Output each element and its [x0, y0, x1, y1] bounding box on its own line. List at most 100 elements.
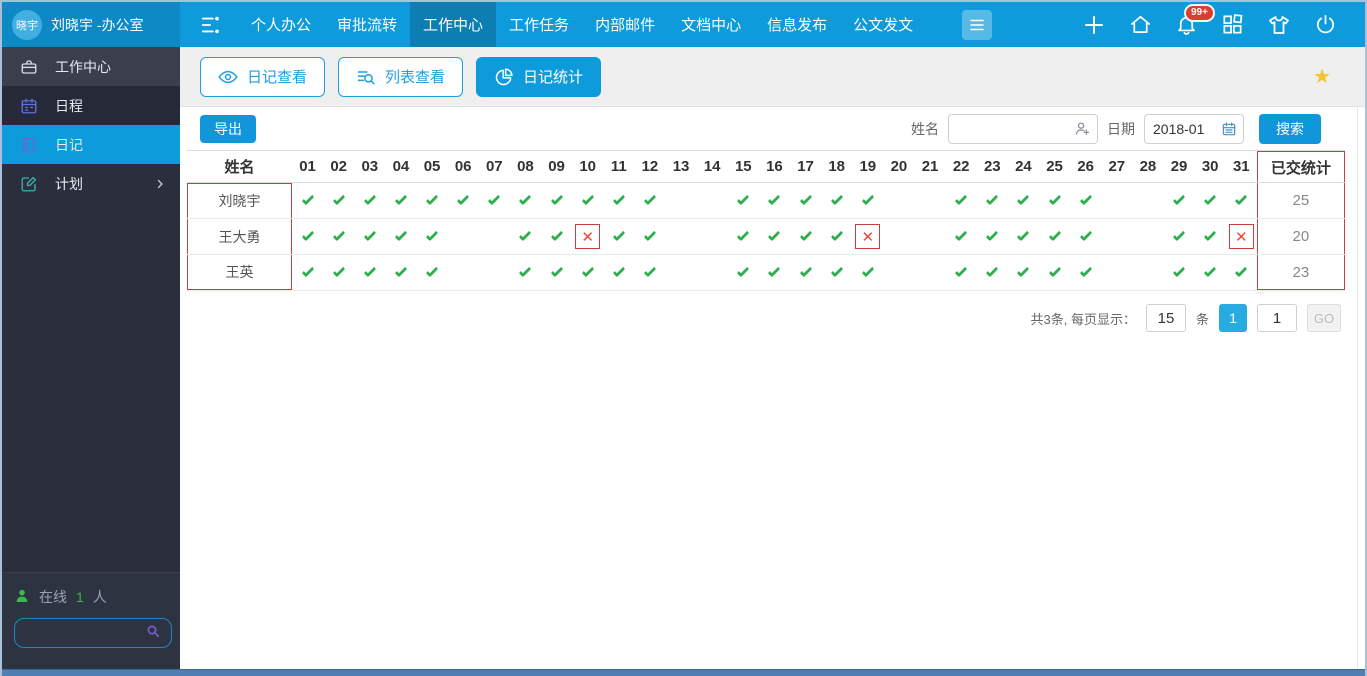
plus-icon[interactable] [1082, 13, 1106, 37]
tab-strip: 日记查看 列表查看 日记统计 ★ [180, 47, 1365, 107]
nav-collapse-icon[interactable] [200, 14, 222, 36]
theme-shirt-icon[interactable] [1267, 13, 1291, 37]
menu-toggle-button[interactable] [962, 9, 993, 40]
nav-item-5[interactable]: 内部邮件 [595, 17, 656, 34]
tab-label: 日记查看 [247, 69, 308, 86]
day-cell [1132, 183, 1163, 218]
search-button[interactable]: 搜索 [1259, 113, 1321, 144]
day-cell [603, 183, 634, 218]
day-cell [946, 255, 977, 290]
notifications-bell-icon[interactable]: 99+ [1175, 4, 1215, 36]
topbar-user-area[interactable]: 晓宇 刘晓宇 -办公室 [2, 2, 180, 47]
day-cell [915, 183, 946, 218]
day-cell [697, 255, 728, 290]
check-icon [1079, 192, 1093, 205]
current-page-button[interactable]: 1 [1219, 304, 1247, 332]
eye-icon [218, 67, 238, 87]
day-cell [479, 183, 510, 218]
page-size-input[interactable] [1145, 304, 1186, 332]
online-count: 1 [76, 589, 84, 605]
day-cell [1195, 183, 1226, 218]
check-icon [643, 192, 657, 205]
day-cell [354, 219, 385, 254]
nav-item-7[interactable]: 信息发布 [767, 17, 828, 34]
nav-item-8[interactable]: 公文发文 [853, 17, 914, 34]
name-filter-label: 姓名 [911, 120, 939, 137]
day-header: 06 [454, 158, 472, 175]
apps-grid-icon[interactable] [1221, 13, 1244, 36]
day-cell [417, 255, 448, 290]
day-cell [292, 255, 323, 290]
date-filter-input[interactable] [1145, 114, 1243, 143]
tab-1[interactable]: 日记查看 [200, 56, 326, 97]
day-header: 22 [952, 158, 970, 175]
favorite-star-icon[interactable]: ★ [1313, 65, 1331, 88]
search-icon[interactable] [145, 623, 161, 644]
tab-2[interactable]: 列表查看 [338, 56, 464, 97]
day-cell [1039, 219, 1070, 254]
day-cell: ✕ [852, 219, 883, 254]
home-icon[interactable] [1129, 13, 1152, 36]
nav-item-1[interactable]: 个人办公 [251, 17, 312, 34]
check-icon [487, 192, 501, 205]
sidebar-search-input[interactable] [2, 625, 145, 641]
day-cell [821, 255, 852, 290]
name-column-header: 姓名 [224, 159, 255, 176]
nav-item-6[interactable]: 文档中心 [681, 17, 742, 34]
export-button[interactable]: 导出 [200, 114, 256, 143]
name-filter-input[interactable] [949, 114, 1097, 143]
day-cell [977, 219, 1008, 254]
check-icon [985, 264, 999, 277]
day-cell [1101, 219, 1132, 254]
sidebar-item-1[interactable]: 工作中心 [2, 47, 180, 86]
nav-item-3[interactable]: 工作中心 [410, 2, 497, 47]
tab-3[interactable]: 日记统计 [476, 56, 602, 97]
day-header: 08 [517, 158, 534, 175]
date-filter-label: 日期 [1107, 120, 1135, 137]
power-icon[interactable] [1314, 13, 1337, 36]
table-row: 刘晓宇 25 [187, 183, 1345, 219]
person-add-icon[interactable] [1074, 120, 1091, 137]
go-button[interactable]: GO [1307, 304, 1341, 332]
check-icon [425, 264, 439, 277]
day-cell [1226, 255, 1257, 290]
sidebar-item-2[interactable]: 日程 [2, 86, 180, 125]
person-icon [14, 588, 30, 607]
day-cell [1101, 183, 1132, 218]
day-header: 15 [734, 158, 752, 175]
goto-page-input[interactable] [1257, 304, 1297, 332]
day-header: 03 [361, 158, 379, 175]
sidebar-item-label: 工作中心 [55, 58, 111, 75]
check-icon [612, 192, 626, 205]
day-header: 24 [1015, 158, 1032, 175]
sidebar-search-box[interactable] [2, 618, 172, 648]
cross-icon: ✕ [575, 224, 601, 249]
nav-item-4[interactable]: 工作任务 [509, 17, 570, 34]
check-icon [550, 192, 563, 205]
check-icon [830, 264, 844, 277]
day-cell [915, 219, 946, 254]
check-icon [1079, 264, 1093, 277]
sidebar-item-3[interactable]: 日记 [2, 125, 180, 164]
day-header: 19 [859, 158, 877, 175]
day-cell [946, 219, 977, 254]
check-icon [1048, 228, 1061, 241]
check-icon [394, 192, 408, 205]
day-cell [1164, 183, 1195, 218]
pagination-summary: 共3条, 每页显示： [1030, 311, 1136, 327]
day-cell [1008, 255, 1039, 290]
avatar[interactable]: 晓宇 [12, 9, 42, 40]
day-header: 27 [1108, 158, 1126, 175]
day-cell [1070, 219, 1101, 254]
diary-stats-table: 姓名 01 02 03 04 05 06 07 08 09 10 11 12 13 14 15 16 17 18 1… [187, 150, 1345, 291]
check-icon [519, 228, 532, 241]
cross-icon: ✕ [1228, 224, 1254, 249]
nav-item-2[interactable]: 审批流转 [337, 17, 398, 34]
sidebar-item-4[interactable]: 计划 [2, 164, 180, 203]
table-header-row: 姓名 01 02 03 04 05 06 07 08 09 10 11 12 13 14 15 16 17 18 1… [187, 150, 1345, 183]
calendar-picker-icon[interactable] [1221, 121, 1237, 137]
day-cell [759, 255, 790, 290]
check-icon [954, 264, 968, 277]
sidebar-footer: 在线 1 人 [2, 572, 180, 669]
